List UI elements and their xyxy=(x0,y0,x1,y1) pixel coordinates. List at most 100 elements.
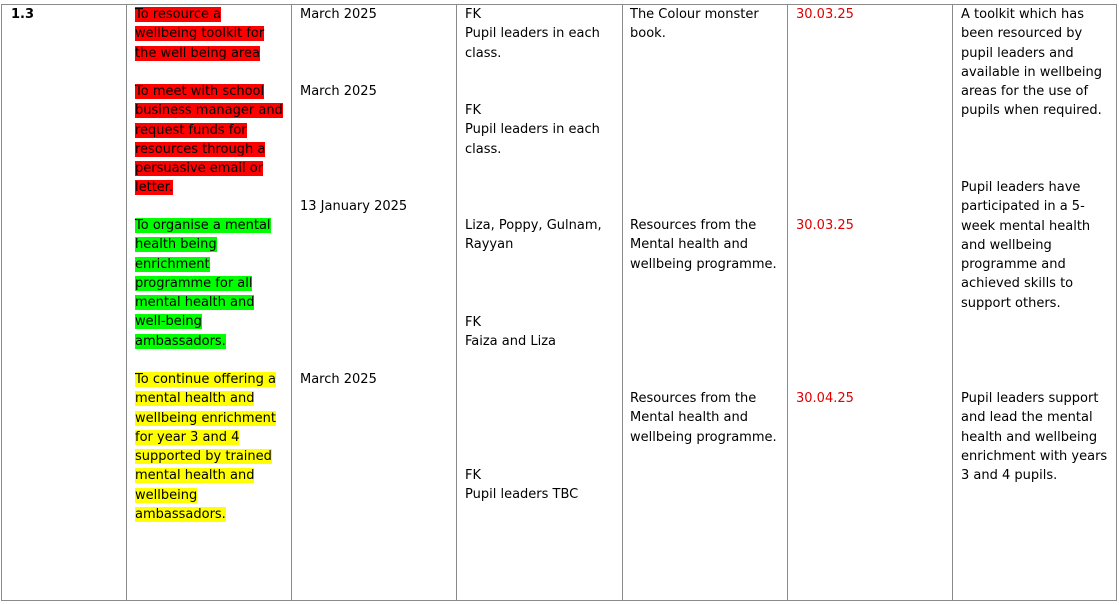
col-divider xyxy=(456,4,457,601)
cell-line: pupil leaders and xyxy=(961,45,1074,61)
action-line-text: the well being area xyxy=(135,45,260,61)
col-divider xyxy=(1,4,2,601)
action-line-text: wellbeing toolkit for xyxy=(135,26,265,42)
action-line: mental health and xyxy=(135,293,271,312)
cell-line: Pupil leaders TBC xyxy=(465,487,579,503)
action-line-text: programme for all xyxy=(135,275,253,291)
action-cell: To continue offering a mental health and w… xyxy=(135,370,276,524)
timescale: March 2025 xyxy=(300,84,377,99)
action-line: letter. xyxy=(135,178,283,197)
action-line-text: letter. xyxy=(135,180,174,196)
action-line-text: enrichment xyxy=(135,256,210,272)
action-line: wellbeing enrichment xyxy=(135,409,276,428)
cell-line: achieved skills to xyxy=(961,276,1074,292)
action-line-text: ambassadors. xyxy=(135,507,226,523)
success-criteria-cell: A toolkit which has been resourced by pupi… xyxy=(961,5,1102,121)
cell-line: available in wellbeing xyxy=(961,64,1103,80)
action-line-text: mental health and xyxy=(135,295,255,311)
cell-line: FK xyxy=(465,468,482,483)
action-line: wellbeing toolkit for xyxy=(135,24,265,43)
cell-line: class. xyxy=(465,45,502,61)
cell-line: wellbeing programme. xyxy=(630,256,777,272)
action-line-text: business manager and xyxy=(135,103,283,119)
action-line: To meet with school xyxy=(135,82,283,101)
lead-cell: FK Pupil leaders in each class. xyxy=(465,5,600,63)
cell-line: health and wellbeing xyxy=(961,429,1098,445)
action-line: To continue offering a xyxy=(135,370,276,389)
action-line-text: persuasive email or xyxy=(135,161,264,177)
cell-line: Pupil leaders in each xyxy=(465,122,600,138)
review-date: 30.03.25 xyxy=(796,218,854,233)
col-divider xyxy=(126,4,127,601)
success-criteria-cell: Pupil leaders have participated in a 5- we… xyxy=(961,178,1090,313)
action-line-text: mental health and xyxy=(135,468,255,484)
review-date: 30.04.25 xyxy=(796,391,854,406)
action-line: To organise a mental xyxy=(135,216,271,235)
cell-line: FK xyxy=(465,315,482,330)
cell-line: wellbeing programme. xyxy=(630,429,777,445)
cell-line: Mental health and xyxy=(630,410,749,426)
action-line-text: well-being xyxy=(135,314,202,330)
resource-cell: Resources from the Mental health and wellb… xyxy=(630,216,777,274)
action-line-text: for year 3 and 4 xyxy=(135,429,240,445)
action-line: ambassadors. xyxy=(135,332,271,351)
action-line: resources through a xyxy=(135,140,283,159)
cell-line: Pupil leaders support xyxy=(961,391,1099,406)
action-line: business manager and xyxy=(135,101,283,120)
lead-cell: FK Pupil leaders in each class. xyxy=(465,101,600,159)
col-divider xyxy=(787,4,788,601)
action-line: health being xyxy=(135,235,271,254)
cell-line: and lead the mental xyxy=(961,410,1093,426)
table-bottom-border xyxy=(1,600,1117,601)
cell-line: book. xyxy=(630,26,666,42)
action-cell: To organise a mental health being enrichme… xyxy=(135,216,271,351)
cell-line: support others. xyxy=(961,295,1061,311)
action-line: well-being xyxy=(135,312,271,331)
review-date: 30.03.25 xyxy=(796,7,854,22)
cell-line: Resources from the xyxy=(630,218,757,233)
col-divider xyxy=(622,4,623,601)
col-divider xyxy=(1116,4,1117,601)
action-line: enrichment xyxy=(135,255,271,274)
action-line-text: ambassadors. xyxy=(135,333,226,349)
cell-line: Mental health and xyxy=(630,237,749,253)
action-line-text: request funds for xyxy=(135,122,247,138)
resource-cell: Resources from the Mental health and wellb… xyxy=(630,389,777,447)
lead-cell: FK Faiza and Liza xyxy=(465,313,556,352)
action-cell: To meet with school business manager and r… xyxy=(135,82,283,198)
cell-line: The Colour monster xyxy=(630,7,759,22)
cell-line: A toolkit which has xyxy=(961,7,1084,22)
action-line-text: resources through a xyxy=(135,141,266,157)
lead-cell: Liza, Poppy, Gulnam, Rayyan xyxy=(465,216,602,255)
cell-line: week mental health xyxy=(961,218,1091,234)
action-line: for year 3 and 4 xyxy=(135,428,276,447)
cell-line: and wellbeing xyxy=(961,237,1052,253)
action-line: wellbeing xyxy=(135,486,276,505)
row-id: 1.3 xyxy=(11,7,35,22)
action-line-text: mental health and xyxy=(135,391,255,407)
action-line-text: To continue offering a xyxy=(135,372,276,387)
action-line: request funds for xyxy=(135,121,283,140)
cell-line: been resourced by xyxy=(961,26,1083,42)
action-line: the well being area xyxy=(135,44,264,63)
col-divider xyxy=(952,4,953,601)
action-line-text: To organise a mental xyxy=(135,218,271,233)
resource-cell: The Colour monster book. xyxy=(630,5,759,44)
action-line-text: health being xyxy=(135,237,217,253)
cell-line: Resources from the xyxy=(630,391,757,406)
col-divider xyxy=(291,4,292,601)
timescale: March 2025 xyxy=(300,7,377,22)
cell-line: 3 and 4 pupils. xyxy=(961,468,1058,484)
timescale: March 2025 xyxy=(300,372,377,387)
action-cell: To resource a wellbeing toolkit for the we… xyxy=(135,5,265,63)
cell-line: areas for the use of xyxy=(961,84,1089,100)
action-line-text: wellbeing enrichment xyxy=(135,410,276,426)
action-line: supported by trained xyxy=(135,447,276,466)
cell-line: pupils when required. xyxy=(961,103,1102,119)
timescale: 13 January 2025 xyxy=(300,199,408,214)
action-line-text: supported by trained xyxy=(135,449,272,465)
cell-line: participated in a 5- xyxy=(961,199,1085,215)
cell-line: Liza, Poppy, Gulnam, xyxy=(465,218,602,233)
action-line: To resource a xyxy=(135,5,264,24)
